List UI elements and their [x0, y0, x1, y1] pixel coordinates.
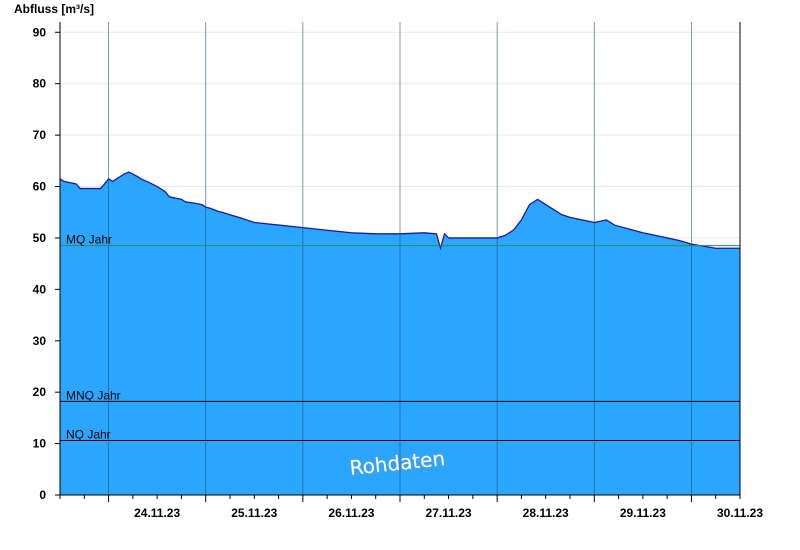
reference-label: NQ Jahr [66, 428, 111, 442]
y-tick-label: 50 [33, 231, 47, 245]
y-tick-label: 0 [39, 488, 46, 502]
reference-label: MNQ Jahr [66, 388, 121, 402]
y-tick-label: 10 [33, 437, 47, 451]
x-tick-label: 30.11.23 [717, 506, 763, 520]
reference-label: MQ Jahr [66, 233, 112, 247]
x-tick-label: 26.11.23 [328, 506, 374, 520]
x-tick-label: 27.11.23 [426, 506, 472, 520]
x-tick-label: 25.11.23 [231, 506, 277, 520]
x-tick-label: 24.11.23 [134, 506, 180, 520]
x-tick-label: 29.11.23 [620, 506, 666, 520]
y-tick-label: 60 [33, 180, 47, 194]
y-tick-label: 20 [33, 385, 47, 399]
y-tick-label: 70 [33, 128, 47, 142]
y-tick-label: 90 [33, 25, 47, 39]
y-tick-label: 30 [33, 334, 47, 348]
y-axis-label: Abfluss [m³/s] [14, 2, 94, 16]
plot-area: MQ Jahr MNQ Jahr NQ Jahr 0 10 20 30 40 50 60 70 80 9… [33, 22, 763, 520]
x-tick-label: 28.11.23 [523, 506, 569, 520]
y-tick-label: 40 [33, 282, 47, 296]
y-tick-label: 80 [33, 77, 47, 91]
